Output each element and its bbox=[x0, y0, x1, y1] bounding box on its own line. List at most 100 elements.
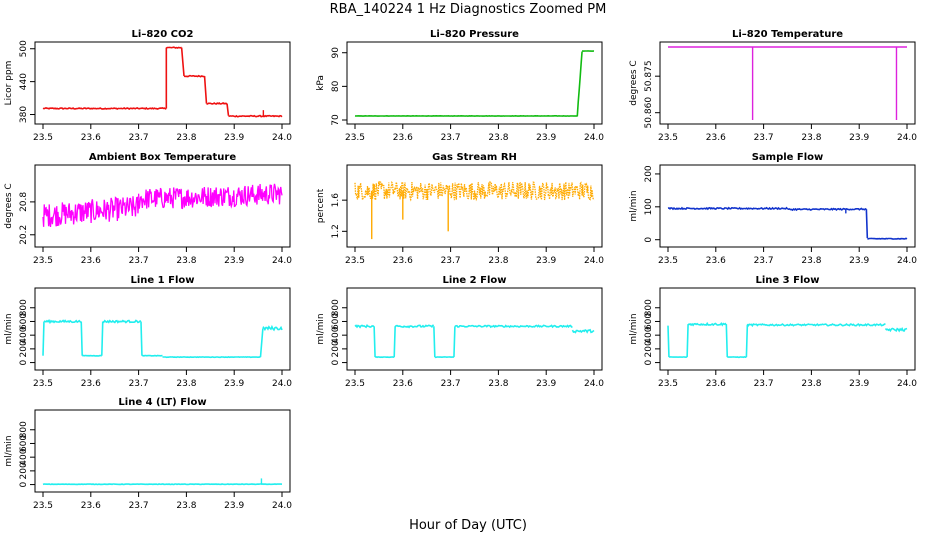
x-tick-label: 23.8 bbox=[488, 256, 508, 266]
series-line bbox=[226, 103, 230, 116]
panel-title: Ambient Box Temperature bbox=[89, 152, 236, 163]
series-line bbox=[42, 321, 45, 356]
x-tick-label: 23.7 bbox=[754, 133, 774, 143]
series-line bbox=[137, 183, 283, 210]
series-line bbox=[453, 326, 456, 358]
series-line bbox=[393, 326, 396, 358]
series-line bbox=[394, 324, 434, 329]
series-line bbox=[42, 196, 140, 228]
plot-frame bbox=[659, 287, 916, 371]
x-tick-label: 23.7 bbox=[754, 256, 774, 266]
series bbox=[42, 46, 283, 118]
y-tick-label: 80 bbox=[331, 80, 341, 92]
series-line bbox=[100, 321, 104, 356]
x-tick-label: 24.0 bbox=[584, 379, 604, 389]
panel-title: Line 3 Flow bbox=[756, 275, 820, 286]
series-line bbox=[373, 326, 376, 358]
series-line bbox=[102, 319, 142, 324]
figure-title: RBA_140224 1 Hz Diagnostics Zoomed PM bbox=[329, 2, 607, 17]
series bbox=[42, 183, 283, 228]
x-tick-label: 23.8 bbox=[176, 133, 196, 143]
y-tick-label: 0 bbox=[644, 237, 654, 243]
y-tick-label: 500 bbox=[19, 40, 29, 57]
x-tick-label: 24.0 bbox=[272, 133, 292, 143]
plot-frame bbox=[34, 409, 291, 493]
series-line bbox=[354, 323, 375, 329]
series-line bbox=[166, 46, 182, 49]
y-tick-label: 0 bbox=[644, 359, 654, 365]
panel-9: Line 3 Flow 23.5 23.6 23.7 23.8 23.9 24.0 0 2004… bbox=[629, 275, 917, 389]
x-tick-label: 24.0 bbox=[272, 379, 292, 389]
x-tick-label: 23.6 bbox=[393, 256, 413, 266]
series-line bbox=[180, 47, 185, 77]
y-tick-label: 400 bbox=[644, 326, 654, 343]
x-tick-label: 23.8 bbox=[801, 256, 821, 266]
y-tick-label: 1.2 bbox=[331, 224, 341, 238]
y-tick-label: 600 bbox=[19, 313, 29, 330]
series-line bbox=[576, 51, 583, 117]
series-line bbox=[667, 206, 789, 211]
x-tick-label: 23.6 bbox=[81, 379, 101, 389]
panel-title: Line 1 Flow bbox=[131, 275, 195, 286]
panel-4: Ambient Box Temperature 23.5 23.6 23.7 23.8 2… bbox=[4, 152, 292, 266]
y-tick-label: 800 bbox=[331, 299, 341, 316]
figure-xlabel: Hour of Day (UTC) bbox=[409, 518, 527, 533]
panel-8: Line 2 Flow 23.5 23.6 23.7 23.8 23.9 24.0 0 2004… bbox=[316, 275, 604, 389]
panel-title: Li–820 Pressure bbox=[430, 29, 519, 40]
series-line bbox=[43, 319, 82, 325]
x-tick-label: 23.6 bbox=[706, 379, 726, 389]
series-line bbox=[140, 321, 143, 356]
y-tick-label: 90 bbox=[331, 47, 341, 59]
y-tick-label: 20.2 bbox=[19, 225, 29, 245]
panel-1: Li–820 CO2 23.5 23.6 23.7 23.8 23.9 24.0 380 440… bbox=[4, 29, 292, 143]
series-line bbox=[42, 106, 167, 110]
y-axis-label: ml/min bbox=[629, 313, 639, 344]
y-tick-label: 200 bbox=[19, 462, 29, 479]
y-tick-label: 800 bbox=[19, 421, 29, 438]
x-tick-label: 23.9 bbox=[224, 133, 244, 143]
y-tick-label: 0 bbox=[331, 359, 341, 365]
series-line bbox=[228, 114, 283, 118]
series bbox=[668, 46, 907, 120]
x-tick-label: 23.6 bbox=[706, 133, 726, 143]
panel-title: Li–820 Temperature bbox=[732, 29, 843, 40]
y-tick-label: 100 bbox=[644, 198, 654, 215]
x-tick-label: 23.6 bbox=[706, 256, 726, 266]
x-tick-label: 23.5 bbox=[345, 379, 365, 389]
y-axis-label: ml/min bbox=[316, 313, 326, 344]
series-line bbox=[259, 328, 264, 358]
series-line bbox=[884, 326, 908, 333]
x-tick-label: 23.5 bbox=[345, 133, 365, 143]
x-tick-label: 23.5 bbox=[658, 256, 678, 266]
series-line bbox=[454, 324, 573, 329]
x-tick-label: 24.0 bbox=[897, 256, 917, 266]
y-tick-label: 200 bbox=[644, 340, 654, 357]
panel-title: Line 2 Flow bbox=[443, 275, 507, 286]
y-tick-label: 600 bbox=[19, 435, 29, 452]
x-tick-label: 23.5 bbox=[658, 379, 678, 389]
y-tick-label: 400 bbox=[331, 326, 341, 343]
y-tick-label: 600 bbox=[644, 313, 654, 330]
x-tick-label: 23.5 bbox=[33, 379, 53, 389]
x-tick-label: 23.9 bbox=[224, 379, 244, 389]
series bbox=[667, 206, 908, 240]
panel-title: Sample Flow bbox=[752, 152, 824, 163]
panel-title: Gas Stream RH bbox=[432, 152, 517, 163]
y-axis-label: ml/min bbox=[629, 190, 639, 221]
series-line bbox=[867, 237, 908, 240]
x-tick-label: 23.6 bbox=[393, 379, 413, 389]
x-tick-label: 23.7 bbox=[441, 379, 461, 389]
x-tick-label: 23.8 bbox=[488, 133, 508, 143]
series bbox=[42, 478, 283, 486]
series bbox=[354, 50, 595, 117]
y-tick-label: 200 bbox=[19, 340, 29, 357]
series-line bbox=[571, 328, 595, 334]
plot-frame bbox=[34, 287, 291, 371]
x-tick-label: 23.5 bbox=[658, 133, 678, 143]
y-tick-label: 800 bbox=[19, 299, 29, 316]
y-axis-label: ml/min bbox=[4, 435, 14, 466]
series-line bbox=[687, 321, 727, 327]
plot-frame bbox=[346, 164, 603, 248]
x-tick-label: 23.8 bbox=[488, 379, 508, 389]
